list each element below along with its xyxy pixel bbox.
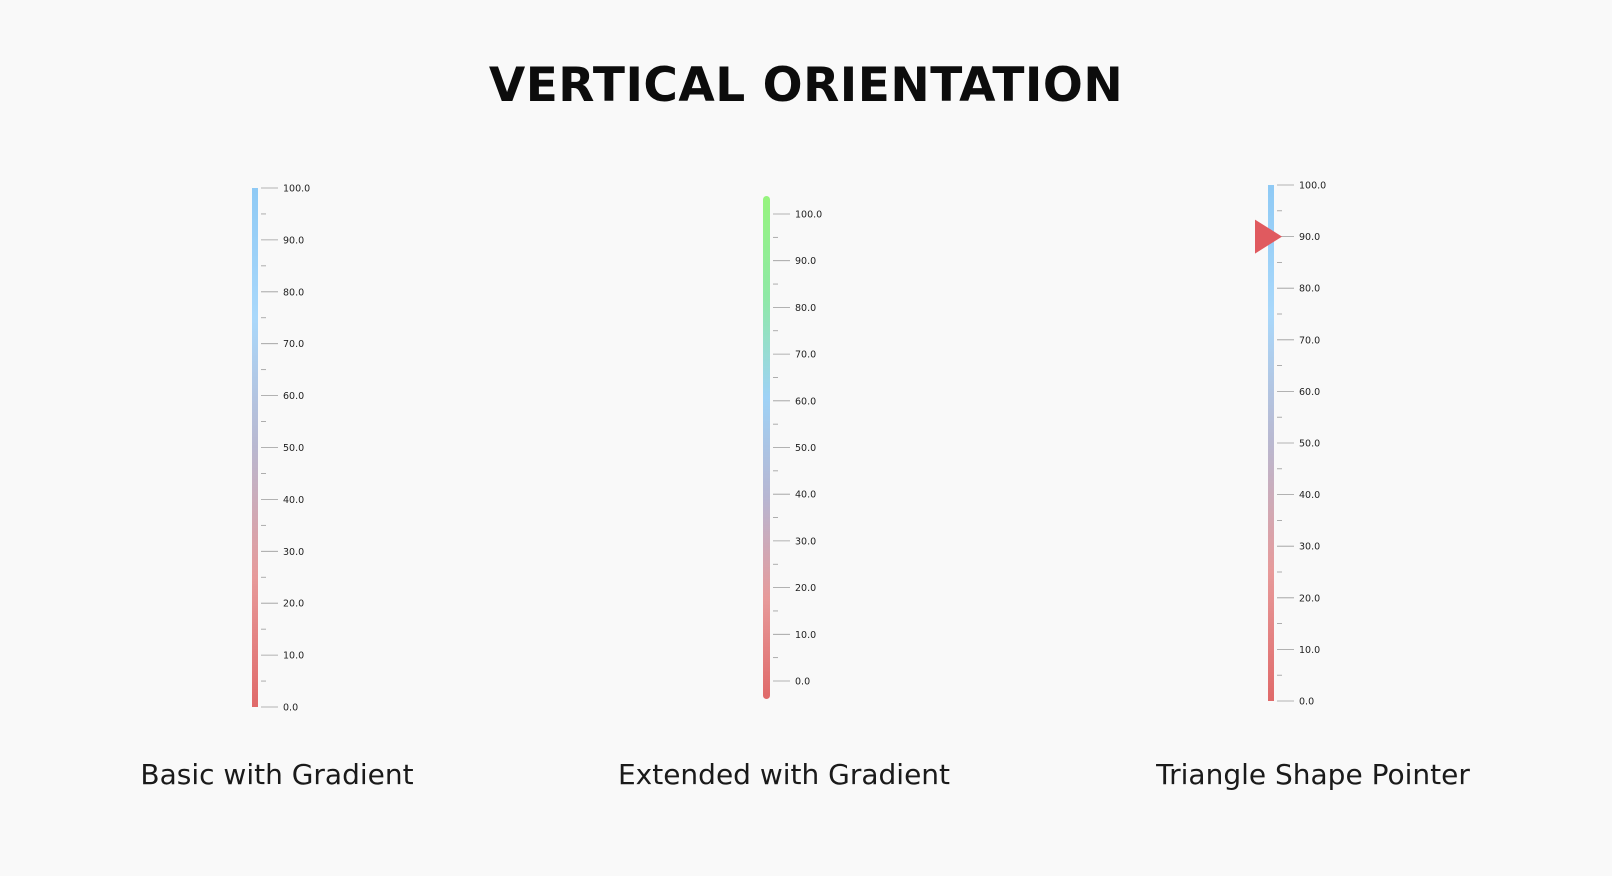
tick-label: 10.0 bbox=[283, 651, 304, 662]
tick-label: 30.0 bbox=[1299, 542, 1320, 553]
tick-label: 30.0 bbox=[795, 536, 816, 547]
tick-label: 70.0 bbox=[795, 350, 816, 361]
caption-basic-with-gradient: Basic with Gradient bbox=[140, 758, 414, 791]
tick-label: 60.0 bbox=[1299, 387, 1320, 398]
tick-label: 80.0 bbox=[1299, 284, 1320, 295]
triangle-icon[interactable] bbox=[1255, 219, 1282, 254]
tick-label: 80.0 bbox=[795, 303, 816, 314]
tick-label: 0.0 bbox=[795, 677, 810, 688]
tick-label: 30.0 bbox=[283, 547, 304, 558]
tick-label: 0.0 bbox=[283, 703, 298, 714]
tick-label: 10.0 bbox=[795, 630, 816, 641]
gauge-basic-with-gradient: 0.0 10.0 20.0 30.0 40.0 50.0 60.0 70.0 80.0 90.0 1… bbox=[252, 184, 310, 714]
tick-label: 90.0 bbox=[795, 256, 816, 267]
tick-label: 60.0 bbox=[795, 396, 816, 407]
caption-triangle-shape-pointer: Triangle Shape Pointer bbox=[1156, 758, 1470, 791]
tick-label: 40.0 bbox=[283, 495, 304, 506]
tick-label: 10.0 bbox=[1299, 645, 1320, 656]
page-title: VERTICAL ORIENTATION bbox=[488, 58, 1124, 113]
gauge-bar bbox=[763, 196, 770, 699]
tick-label: 0.0 bbox=[1299, 697, 1314, 708]
tick-label: 20.0 bbox=[795, 583, 816, 594]
tick-label: 90.0 bbox=[1299, 232, 1320, 243]
tick-label: 50.0 bbox=[795, 443, 816, 454]
tick-label: 40.0 bbox=[1299, 490, 1320, 501]
tick-label: 100.0 bbox=[795, 210, 822, 221]
tick-label: 20.0 bbox=[1299, 593, 1320, 604]
tick-label: 40.0 bbox=[795, 490, 816, 501]
tick-label: 90.0 bbox=[283, 235, 304, 246]
tick-label: 70.0 bbox=[283, 339, 304, 350]
tick-label: 100.0 bbox=[1299, 181, 1326, 192]
tick-label: 50.0 bbox=[283, 443, 304, 454]
gauge-bar bbox=[1268, 185, 1274, 701]
gauge-bar bbox=[252, 188, 258, 707]
tick-label: 60.0 bbox=[283, 391, 304, 402]
tick-label: 100.0 bbox=[283, 184, 310, 195]
tick-label: 70.0 bbox=[1299, 335, 1320, 346]
tick-label: 20.0 bbox=[283, 599, 304, 610]
gauge-triangle-shape-pointer: 0.0 10.0 20.0 30.0 40.0 50.0 60.0 70.0 80.0 90.0 1… bbox=[1255, 181, 1326, 708]
tick-label: 80.0 bbox=[283, 287, 304, 298]
gauge-extended-with-gradient: 0.0 10.0 20.0 30.0 40.0 50.0 60.0 70.0 80.0 90.0 1… bbox=[763, 196, 822, 699]
caption-extended-with-gradient: Extended with Gradient bbox=[617, 758, 951, 791]
tick-label: 50.0 bbox=[1299, 439, 1320, 450]
